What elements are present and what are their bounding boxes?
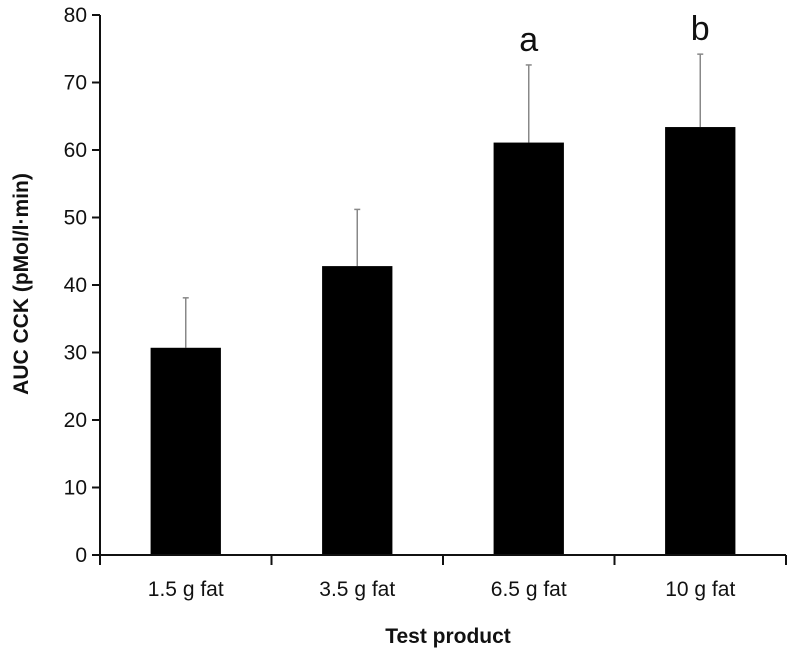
x-tick-label: 6.5 g fat bbox=[491, 578, 567, 601]
y-tick-label: 80 bbox=[64, 4, 87, 27]
y-tick-label: 0 bbox=[75, 544, 87, 567]
significance-label: a bbox=[519, 21, 538, 59]
bar bbox=[493, 142, 564, 555]
x-axis-ticks: 1.5 g fat 3.5 g fat 6.5 g fat 10 g fat bbox=[99, 555, 787, 601]
y-axis-ticks: 0 10 20 30 40 50 60 70 80 bbox=[64, 4, 100, 567]
y-tick-label: 30 bbox=[64, 342, 87, 365]
significance-label: b bbox=[691, 10, 710, 48]
bar bbox=[150, 347, 221, 555]
bar-series bbox=[150, 53, 736, 556]
x-tick-label: 10 g fat bbox=[665, 578, 735, 601]
x-tick-label: 3.5 g fat bbox=[319, 578, 395, 601]
x-axis-title: Test product bbox=[385, 625, 511, 648]
bar bbox=[665, 127, 736, 556]
y-tick-label: 50 bbox=[64, 207, 87, 230]
y-axis-title: AUC CCK (pMol/l·min) bbox=[10, 173, 33, 395]
y-tick-label: 20 bbox=[64, 409, 87, 432]
y-tick-label: 40 bbox=[64, 274, 87, 297]
bar bbox=[322, 266, 393, 555]
y-tick-label: 10 bbox=[64, 477, 87, 500]
y-tick-label: 70 bbox=[64, 72, 87, 95]
y-tick-label: 60 bbox=[64, 139, 87, 162]
x-tick-label: 1.5 g fat bbox=[148, 578, 224, 601]
